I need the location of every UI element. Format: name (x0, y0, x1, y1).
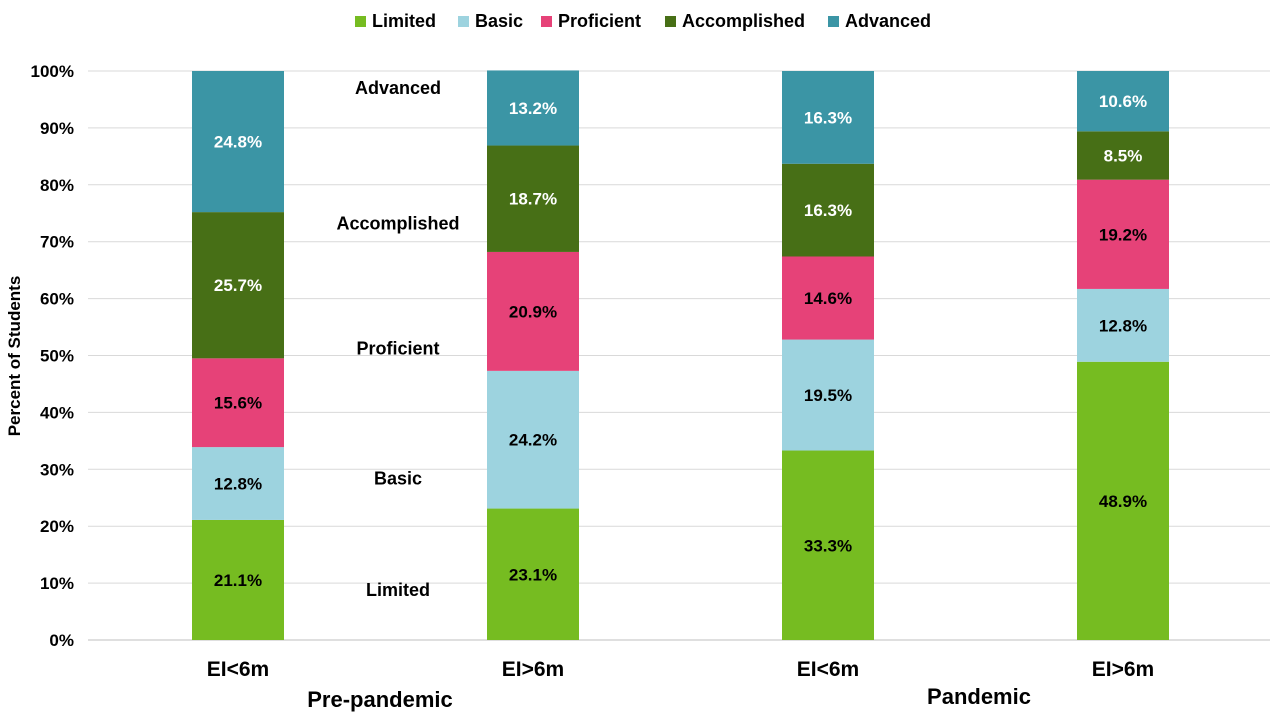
data-label: 8.5% (1104, 146, 1143, 165)
data-label: 18.7% (509, 190, 557, 209)
legend-label: Basic (475, 10, 524, 31)
x-tick-label: EI>6m (502, 658, 564, 681)
data-label: 16.3% (804, 108, 852, 127)
level-annotation: Limited (366, 580, 430, 600)
data-label: 24.2% (509, 431, 557, 450)
y-axis-label: Percent of Students (5, 276, 24, 437)
legend-item-proficient: Proficient (541, 8, 641, 34)
bar-segment-proficient (192, 358, 284, 448)
bar-segment-advanced (487, 70, 579, 146)
data-label: 10.6% (1099, 92, 1147, 111)
data-label: 12.8% (214, 475, 262, 494)
bar-segment-basic (192, 447, 284, 520)
legend-label: Limited (372, 10, 437, 31)
y-tick-label: 10% (40, 574, 74, 593)
level-annotation: Proficient (356, 339, 439, 359)
bar-segment-proficient (487, 251, 579, 371)
data-label: 13.2% (509, 99, 557, 118)
bar-segment-limited (1077, 361, 1169, 640)
level-annotation: Accomplished (336, 213, 459, 233)
legend-swatch (458, 15, 469, 27)
x-tick-label: EI>6m (1092, 658, 1154, 681)
group-label: Pre-pandemic (307, 687, 453, 712)
bar-segment-advanced (192, 71, 284, 213)
data-label: 23.1% (509, 565, 557, 584)
bar-segment-basic (1077, 288, 1169, 362)
bar-segment-proficient (782, 256, 874, 340)
data-label: 24.8% (214, 133, 262, 152)
legend-swatch (665, 15, 676, 27)
x-tick-label: EI<6m (797, 658, 859, 681)
legend-swatch (355, 15, 366, 27)
group-label: Pandemic (927, 684, 1031, 709)
bar-segment-limited (487, 508, 579, 640)
chart-legend: Limited Basic Proficient Accomplished Advanc… (0, 8, 1280, 34)
bar-segment-accomplished (782, 163, 874, 257)
bar-segment-basic (782, 339, 874, 451)
bar-segment-limited (192, 519, 284, 640)
level-annotation: Basic (374, 468, 422, 488)
level-annotation: Advanced (355, 78, 441, 98)
legend-label: Proficient (558, 10, 642, 31)
legend-swatch (828, 15, 839, 27)
y-tick-label: 40% (40, 403, 74, 422)
y-tick-label: 30% (40, 460, 74, 479)
legend-label: Advanced (845, 10, 932, 31)
data-label: 33.3% (804, 536, 852, 555)
bar-segment-basic (487, 370, 579, 509)
y-tick-label: 100% (31, 62, 74, 81)
bar-segment-limited (782, 450, 874, 640)
data-label: 15.6% (214, 394, 262, 413)
data-label: 21.1% (214, 571, 262, 590)
data-label: 20.9% (509, 302, 557, 321)
bar-segment-accomplished (192, 212, 284, 359)
y-tick-label: 60% (40, 290, 74, 309)
data-label: 25.7% (214, 276, 262, 295)
data-label: 19.5% (804, 386, 852, 405)
bar-segment-proficient (1077, 179, 1169, 289)
x-tick-label: EI<6m (207, 658, 269, 681)
bar-segment-accomplished (1077, 131, 1169, 180)
legend-item-advanced: Advanced (828, 8, 931, 34)
legend-item-limited: Limited (355, 8, 436, 34)
y-tick-label: 90% (40, 119, 74, 138)
y-tick-label: 50% (40, 347, 74, 366)
y-tick-label: 0% (49, 631, 74, 650)
bar-segment-advanced (782, 71, 874, 164)
legend-item-basic: Basic (458, 8, 523, 34)
y-tick-label: 80% (40, 176, 74, 195)
legend-label: Accomplished (682, 10, 806, 31)
legend-swatch (541, 15, 552, 27)
data-label: 12.8% (1099, 316, 1147, 335)
bar-segment-advanced (1077, 71, 1169, 132)
legend-item-accomplished: Accomplished (665, 8, 805, 34)
data-label: 16.3% (804, 201, 852, 220)
data-label: 19.2% (1099, 225, 1147, 244)
y-tick-label: 70% (40, 233, 74, 252)
y-tick-label: 20% (40, 517, 74, 536)
bar-segment-accomplished (487, 145, 579, 252)
data-label: 14.6% (804, 289, 852, 308)
data-label: 48.9% (1099, 492, 1147, 511)
